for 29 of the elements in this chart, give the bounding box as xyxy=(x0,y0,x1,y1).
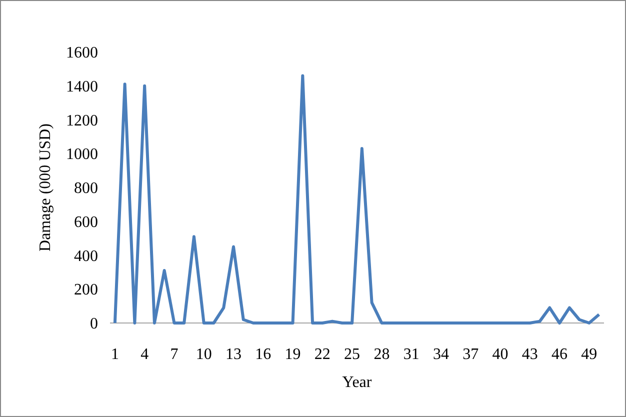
y-tick-label: 1000 xyxy=(66,146,98,164)
x-tick-label: 25 xyxy=(344,346,360,363)
x-tick-label: 7 xyxy=(170,346,178,363)
y-axis-title: Damage (000 USD) xyxy=(37,124,54,252)
x-axis-title: Year xyxy=(342,374,372,391)
y-tick-label: 1200 xyxy=(66,112,98,130)
x-tick-label: 13 xyxy=(226,346,242,363)
x-tick-label: 4 xyxy=(140,346,149,363)
x-tick-label: 46 xyxy=(552,346,568,363)
x-tick-label: 43 xyxy=(522,346,538,363)
x-tick-label: 1 xyxy=(110,346,119,363)
x-tick-label: 31 xyxy=(403,346,420,363)
line-series xyxy=(113,74,601,324)
y-tick-label: 1600 xyxy=(66,44,98,62)
x-tick-label: 28 xyxy=(374,346,390,363)
x-tick-label: 16 xyxy=(255,346,272,363)
y-tick-label: 600 xyxy=(74,214,98,231)
x-tick-label: 19 xyxy=(284,346,301,363)
x-tick-label: 22 xyxy=(314,346,330,363)
y-tick-label: 800 xyxy=(74,180,98,198)
y-tick-label: 1400 xyxy=(66,78,98,96)
x-tick-label: 37 xyxy=(462,346,479,363)
x-tick-label: 10 xyxy=(196,346,212,363)
y-tick-label: 200 xyxy=(74,282,98,299)
y-tick-label: 0 xyxy=(90,316,98,333)
x-tick-label: 34 xyxy=(432,346,449,363)
x-tick-label: 40 xyxy=(492,346,508,363)
y-tick-label: 400 xyxy=(74,248,98,265)
x-tick-label: 49 xyxy=(581,346,598,363)
